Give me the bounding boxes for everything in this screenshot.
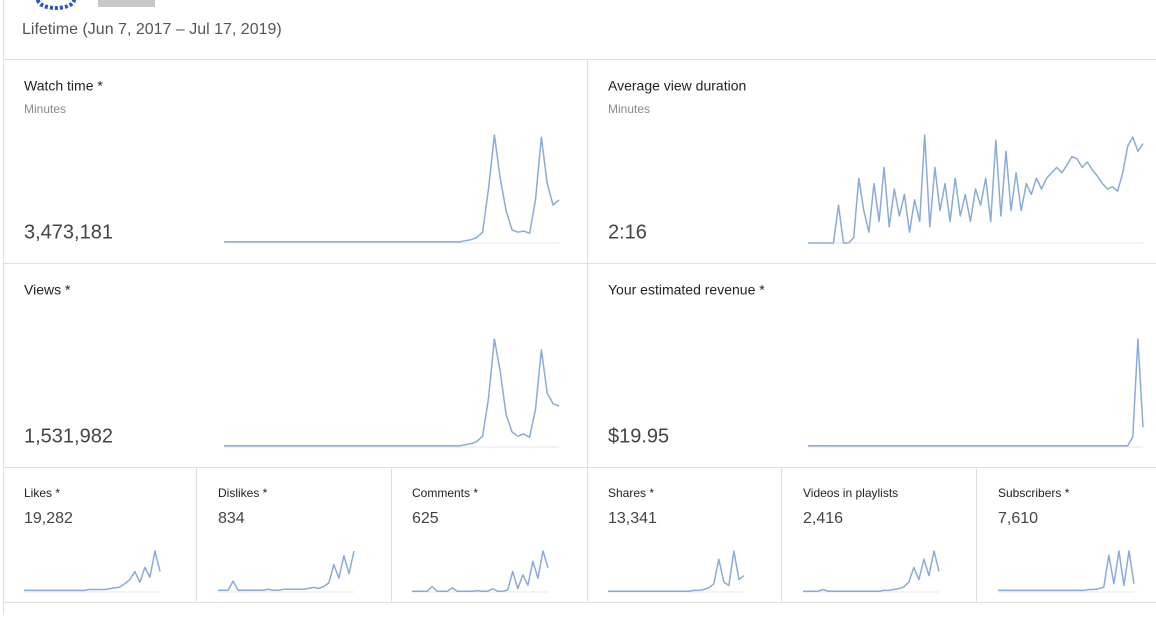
channel-badge — [98, 0, 155, 7]
card-value: 19,282 — [24, 510, 73, 527]
sparkline — [412, 550, 549, 593]
period: Lifetime (Jun 7, 2017 – Jul 17, 2019) — [22, 21, 282, 38]
card-value: 7,610 — [998, 510, 1038, 527]
card-title: Comments * — [412, 486, 478, 500]
card-title: Watch time * — [24, 78, 103, 94]
sparkline — [608, 550, 745, 592]
sparkline — [803, 550, 940, 592]
card-unit: Minutes — [608, 102, 650, 116]
card-title: Likes * — [24, 486, 60, 500]
card-value: 2:16 — [608, 221, 647, 243]
card-value: 3,473,181 — [24, 221, 113, 243]
card-value: 2,416 — [803, 510, 843, 527]
card-title: Dislikes * — [218, 486, 268, 500]
sparkline — [224, 134, 560, 243]
card-title: Average view duration — [608, 78, 746, 94]
card-value: 625 — [412, 510, 439, 527]
card-value: $19.95 — [608, 425, 669, 447]
card-title: Shares * — [608, 486, 654, 500]
sparkline — [998, 550, 1135, 592]
card-value: 834 — [218, 510, 245, 527]
card-title: Views * — [24, 282, 71, 298]
card-grid — [3, 0, 1156, 615]
sparkline — [24, 550, 161, 592]
sparkline — [808, 338, 1144, 447]
card-value: 13,341 — [608, 510, 657, 527]
channel-logo — [36, 0, 76, 10]
card-unit: Minutes — [24, 102, 66, 116]
card-value: 1,531,982 — [24, 425, 113, 447]
card-title: Your estimated revenue * — [608, 282, 765, 298]
sparkline — [224, 338, 560, 447]
sparkline — [808, 134, 1144, 244]
sparkline — [218, 550, 355, 591]
card-title: Videos in playlists — [803, 486, 898, 500]
card-title: Subscribers * — [998, 486, 1070, 500]
